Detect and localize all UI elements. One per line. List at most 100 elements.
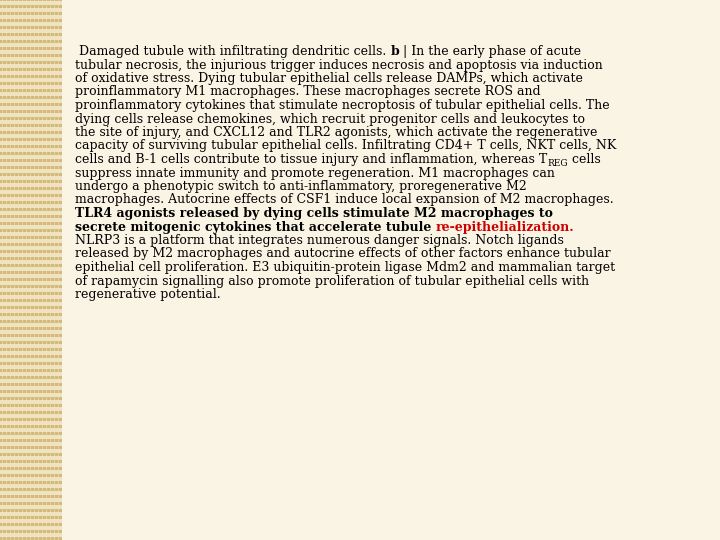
Text: cells: cells <box>568 153 600 166</box>
Text: proinflammatory cytokines that stimulate necroptosis of tubular epithelial cells: proinflammatory cytokines that stimulate… <box>75 99 610 112</box>
Bar <box>0 60 62 64</box>
Bar <box>0 533 62 537</box>
Bar <box>0 127 62 131</box>
Text: tubular necrosis, the injurious trigger induces necrosis and apoptosis via induc: tubular necrosis, the injurious trigger … <box>75 58 603 71</box>
Text: cells and B-1 cells contribute to tissue injury and inflammation, whereas T: cells and B-1 cells contribute to tissue… <box>75 153 547 166</box>
Bar <box>0 204 62 207</box>
Bar <box>0 260 62 264</box>
Bar <box>0 526 62 530</box>
Bar <box>0 99 62 103</box>
Bar <box>0 316 62 320</box>
Bar <box>0 424 62 428</box>
Text: b: b <box>390 45 399 58</box>
Text: re-epithelialization.: re-epithelialization. <box>436 220 575 233</box>
Bar <box>0 382 62 386</box>
Text: regenerative potential.: regenerative potential. <box>75 288 220 301</box>
Bar <box>0 488 62 491</box>
Bar <box>0 435 62 438</box>
Text: Damaged tubule with infiltrating dendritic cells.: Damaged tubule with infiltrating dendrit… <box>75 45 390 58</box>
Bar <box>0 183 62 186</box>
Bar <box>0 169 62 172</box>
Bar <box>0 200 62 204</box>
Bar <box>0 186 62 190</box>
Bar <box>0 414 62 417</box>
Bar <box>0 152 62 155</box>
Bar <box>0 302 62 306</box>
Bar <box>0 299 62 302</box>
Bar <box>0 110 62 113</box>
Text: NLRP3 is a platform that integrates numerous danger signals. Notch ligands: NLRP3 is a platform that integrates nume… <box>75 234 564 247</box>
Bar <box>0 253 62 256</box>
Bar <box>0 372 62 375</box>
Bar <box>0 176 62 179</box>
Bar <box>0 249 62 253</box>
Bar <box>0 453 62 456</box>
Bar <box>0 271 62 274</box>
Bar <box>0 341 62 344</box>
Bar <box>0 421 62 424</box>
Bar <box>0 211 62 214</box>
Bar <box>0 89 62 92</box>
Bar <box>0 327 62 330</box>
Bar <box>0 309 62 313</box>
Bar <box>0 235 62 239</box>
Bar <box>0 228 62 232</box>
Bar <box>0 274 62 278</box>
Bar <box>0 71 62 75</box>
Bar <box>0 456 62 460</box>
Bar <box>0 159 62 162</box>
Bar <box>0 57 62 60</box>
Bar <box>0 120 62 124</box>
Bar <box>0 505 62 509</box>
Bar <box>0 358 62 361</box>
Bar <box>0 207 62 211</box>
Bar <box>0 292 62 295</box>
Text: macrophages. Autocrine effects of CSF1 induce local expansion of M2 macrophages.: macrophages. Autocrine effects of CSF1 i… <box>75 193 613 206</box>
Bar <box>0 46 62 50</box>
Bar <box>0 330 62 334</box>
Bar <box>0 344 62 348</box>
Bar <box>0 323 62 327</box>
Bar <box>0 509 62 512</box>
Bar <box>0 155 62 159</box>
Bar <box>0 306 62 309</box>
Text: capacity of surviving tubular epithelial cells. Infiltrating CD4+ T cells, NKT c: capacity of surviving tubular epithelial… <box>75 139 616 152</box>
Bar <box>0 103 62 106</box>
Text: epithelial cell proliferation. E3 ubiquitin-protein ligase Mdm2 and mammalian ta: epithelial cell proliferation. E3 ubiqui… <box>75 261 615 274</box>
Bar <box>0 463 62 467</box>
Bar <box>0 417 62 421</box>
Bar <box>0 400 62 403</box>
Bar <box>0 438 62 442</box>
Bar <box>0 18 62 22</box>
Bar <box>0 75 62 78</box>
Text: released by M2 macrophages and autocrine effects of other factors enhance tubula: released by M2 macrophages and autocrine… <box>75 247 611 260</box>
Bar <box>0 351 62 354</box>
Bar <box>0 11 62 15</box>
Bar <box>0 470 62 474</box>
Bar <box>0 389 62 393</box>
Bar <box>0 134 62 138</box>
Bar <box>0 537 62 540</box>
Bar <box>0 131 62 134</box>
Text: suppress innate immunity and promote regeneration. M1 macrophages can: suppress innate immunity and promote reg… <box>75 166 555 179</box>
Bar <box>0 25 62 29</box>
Bar <box>0 82 62 85</box>
Bar <box>0 379 62 382</box>
Bar <box>0 50 62 53</box>
Bar <box>0 179 62 183</box>
Bar <box>0 484 62 488</box>
Bar <box>0 442 62 446</box>
Text: | In the early phase of acute: | In the early phase of acute <box>399 45 581 58</box>
Bar <box>0 267 62 271</box>
Text: dying cells release chemokines, which recruit progenitor cells and leukocytes to: dying cells release chemokines, which re… <box>75 112 585 125</box>
Bar <box>0 495 62 498</box>
Bar <box>0 141 62 145</box>
Bar <box>0 498 62 502</box>
Bar <box>0 491 62 495</box>
Bar <box>0 407 62 410</box>
Bar <box>0 0 62 1</box>
Bar <box>0 232 62 235</box>
Bar <box>0 295 62 299</box>
Bar <box>0 288 62 292</box>
Bar <box>0 29 62 32</box>
